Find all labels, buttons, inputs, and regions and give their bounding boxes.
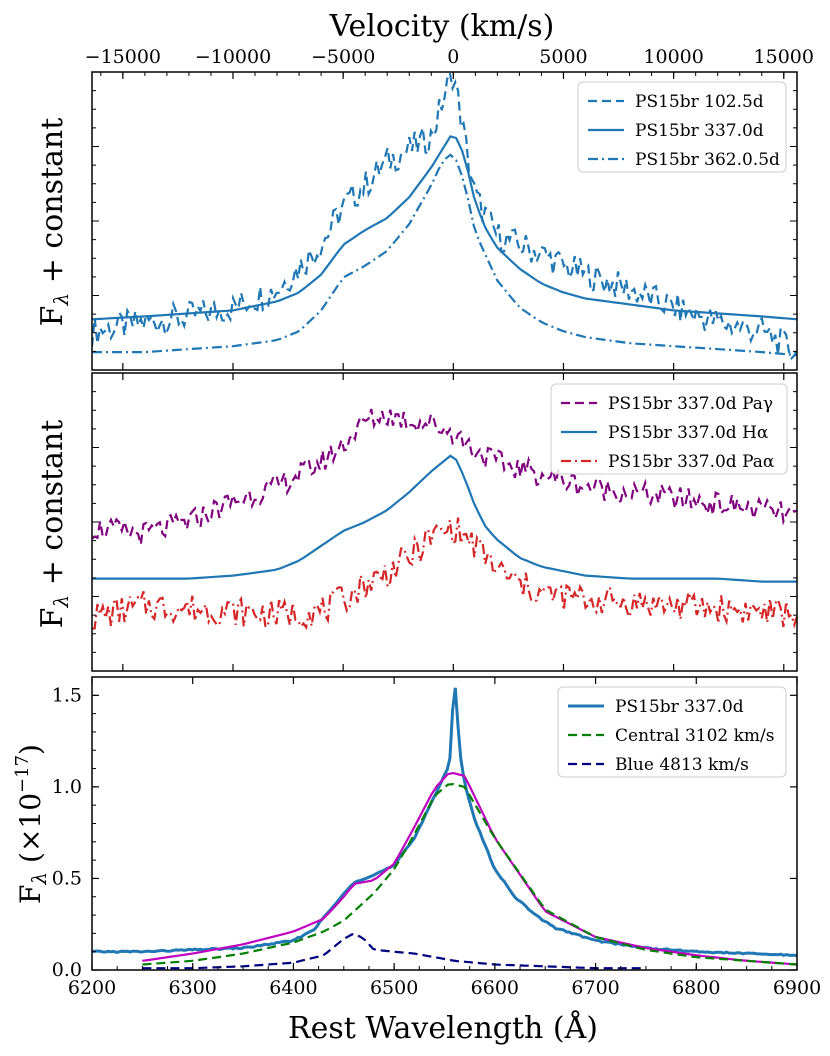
y-tick-label: 0.5 <box>52 867 82 889</box>
panel-middle: PS15br 337.0d Paγ PS15br 337.0d Hα PS15br … <box>91 372 798 672</box>
middle-panel-ylabel: Fλ + constant <box>35 420 73 629</box>
bottom-axis-title: Rest Wavelength (Å) <box>288 1010 598 1046</box>
legend-middle: PS15br 337.0d Paγ PS15br 337.0d Hα PS15br … <box>550 383 788 475</box>
legend-bottom: PS15br 337.0d Central 3102 km/s Blue 4813 … <box>557 686 787 778</box>
top-tick-label: 5000 <box>539 46 587 68</box>
top-tick-label: 10000 <box>643 46 703 68</box>
legend-label: PS15br 102.5d <box>635 92 764 112</box>
x-tick-label: 6900 <box>773 977 821 999</box>
series-ps15br-337-0d-pa- <box>92 517 797 631</box>
x-tick-label: 6800 <box>672 977 720 999</box>
top-tick-label: 0 <box>447 46 459 68</box>
legend-label: Blue 4813 km/s <box>615 755 749 775</box>
x-tick-label: 6700 <box>571 977 619 999</box>
series-ps15br-337-0d <box>92 687 797 958</box>
y-tick-label: 0.0 <box>52 959 82 981</box>
panel-top: −15000 −10000 −5000 0 5000 10000 15000 PS15br 1… <box>85 46 814 371</box>
top-tick-label: −15000 <box>85 46 161 68</box>
x-tick-label: 6200 <box>68 977 116 999</box>
legend-label: PS15br 337.0d Hα <box>608 423 769 443</box>
top-tick-label: −10000 <box>195 46 271 68</box>
panel-bottom: 6200 6300 6400 6500 6600 6700 6800 6900 0.0 0.5 1.… <box>52 676 821 999</box>
legend-label: Central 3102 km/s <box>615 726 775 746</box>
legend-label: PS15br 337.0d <box>615 697 744 717</box>
legend-label: PS15br 337.0d Paα <box>608 452 775 472</box>
top-tick-label: 15000 <box>754 46 814 68</box>
legend-label: PS15br 362.0.5d <box>635 150 780 170</box>
series-ps15br-337-0d <box>92 135 797 321</box>
series-ps15br-102-5d <box>92 72 797 361</box>
series-ps15br-362-0-5d <box>92 153 797 357</box>
series-ps15br-337-0d-pa- <box>92 408 797 545</box>
y-tick-label: 1.5 <box>52 684 82 706</box>
series-blue-4813-km-s <box>142 933 646 970</box>
legend-top: PS15br 102.5d PS15br 337.0d PS15br 362.0.5… <box>577 81 787 173</box>
top-tick-label: −5000 <box>311 46 375 68</box>
top-axis-title: Velocity (km/s) <box>329 9 555 44</box>
legend-label: PS15br 337.0d Paγ <box>608 394 773 414</box>
series-central-3102-km-s <box>142 782 797 966</box>
x-tick-label: 6600 <box>471 977 519 999</box>
series-model-sum <box>142 771 797 966</box>
x-tick-label: 6400 <box>269 977 317 999</box>
bottom-panel-ylabel: Fλ (×10−17) <box>12 744 51 904</box>
top-panel-ylabel: Fλ + constant <box>35 118 73 327</box>
x-tick-label: 6500 <box>370 977 418 999</box>
x-tick-label: 6300 <box>169 977 217 999</box>
legend-label: PS15br 337.0d <box>635 121 764 141</box>
y-tick-label: 1.0 <box>52 776 82 798</box>
series-ps15br-337-0d-h- <box>92 454 797 583</box>
